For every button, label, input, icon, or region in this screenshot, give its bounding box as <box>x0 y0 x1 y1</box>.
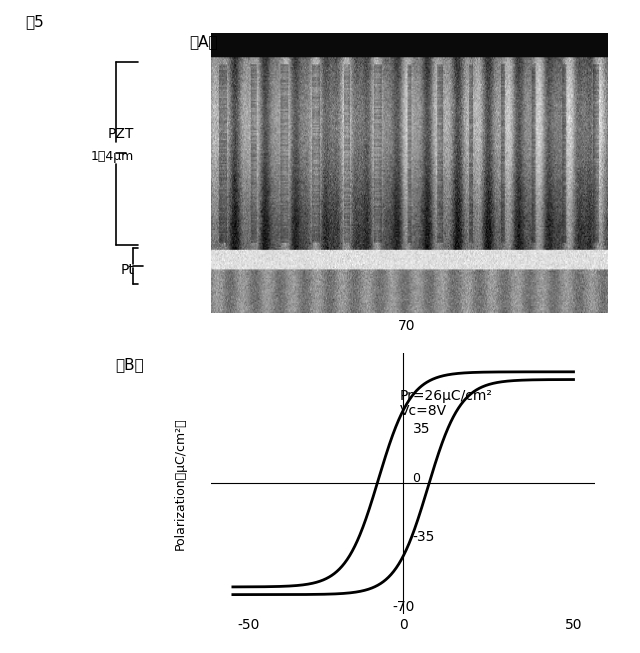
Text: 70: 70 <box>397 319 415 332</box>
Text: Pt: Pt <box>120 263 134 278</box>
Text: 0: 0 <box>399 618 408 632</box>
Text: PZT: PZT <box>108 127 134 141</box>
Text: -50: -50 <box>237 618 260 632</box>
Text: 0: 0 <box>413 472 420 485</box>
Text: -35: -35 <box>413 530 435 544</box>
Text: -70: -70 <box>392 600 414 614</box>
Text: Vc=8V: Vc=8V <box>400 404 447 418</box>
Text: 50: 50 <box>564 618 582 632</box>
Text: （A）: （A） <box>189 34 218 49</box>
Text: Polarization（μC/cm²）: Polarization（μC/cm²） <box>173 417 187 550</box>
Text: 図5: 図5 <box>26 14 44 29</box>
Text: 1．4μm: 1．4μm <box>91 150 134 163</box>
Text: （B）: （B） <box>115 357 144 372</box>
Text: 35: 35 <box>413 422 430 436</box>
Text: Pr=26μC/cm²: Pr=26μC/cm² <box>400 389 493 403</box>
